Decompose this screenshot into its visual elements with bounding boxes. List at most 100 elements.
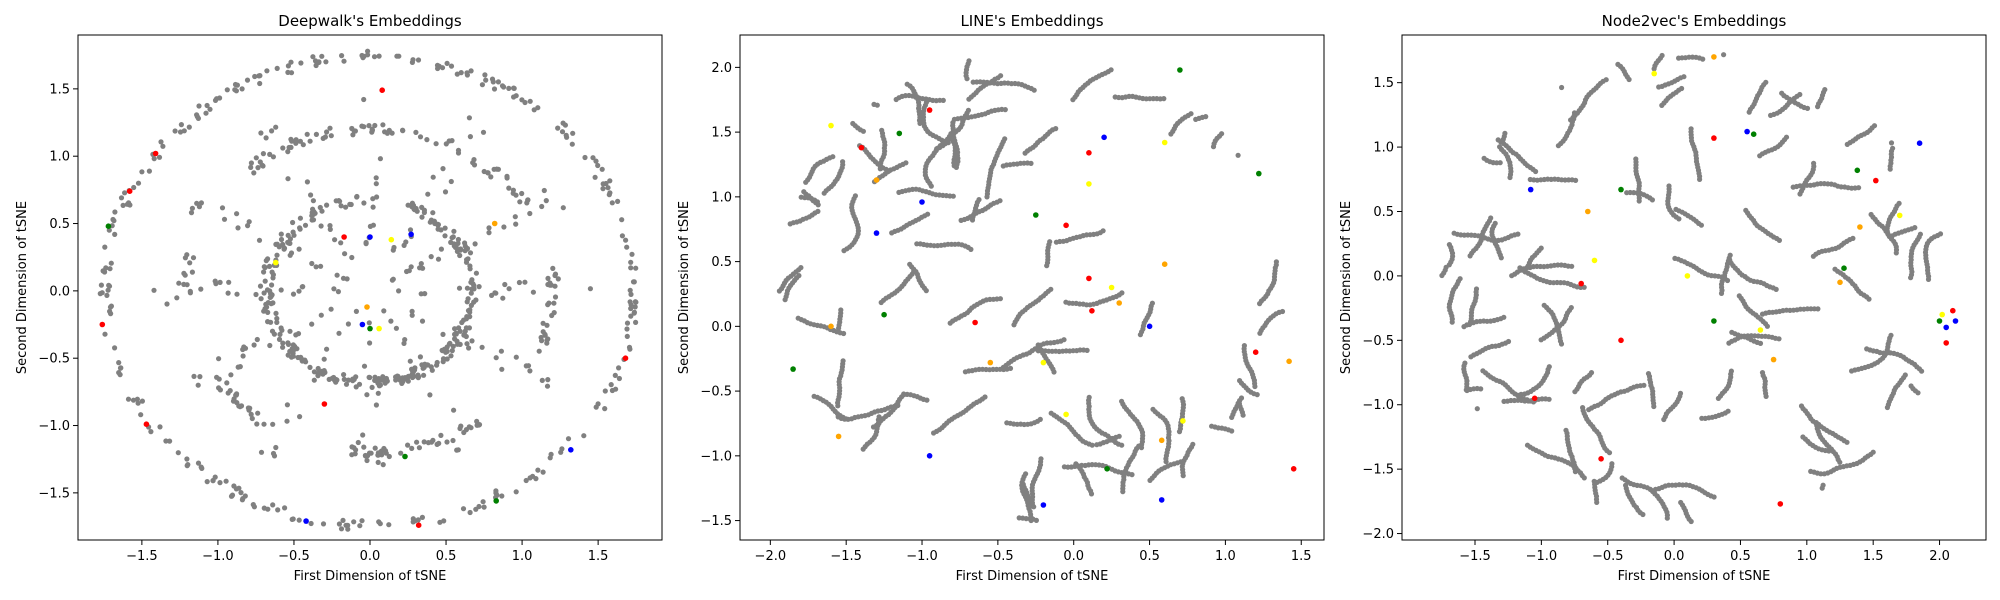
data-point [359,123,365,129]
data-point [870,424,877,430]
highlight-point [1651,70,1657,77]
highlight-point [1089,308,1095,314]
data-point [409,59,415,65]
data-point [285,240,291,246]
data-point [1664,515,1670,521]
data-point [244,77,251,83]
highlight-point [828,122,834,129]
data-point [1061,464,1067,470]
highlight-point [1161,139,1168,146]
data-point [631,310,637,316]
data-point [298,354,304,360]
data-point [278,231,284,237]
data-point [1870,449,1876,455]
highlight-point [1101,134,1107,141]
data-point [236,485,242,491]
data-point [324,346,330,352]
data-point [311,369,317,375]
data-point [476,422,482,428]
data-point [217,387,223,393]
data-point [542,332,548,338]
data-point [1640,511,1646,518]
data-point [433,141,439,147]
data-point [102,331,108,337]
highlight-point [99,321,106,328]
data-point [547,280,553,286]
data-point [300,284,306,290]
data-point [1586,407,1592,413]
data-point [158,139,164,145]
data-point [125,396,132,402]
data-point [1832,266,1838,272]
highlight-point [272,259,279,266]
data-point [452,336,458,342]
data-point [112,345,118,351]
data-point [471,299,477,305]
y-tick-label: 0.0 [49,284,70,299]
highlight-point [1711,318,1717,324]
data-point [397,377,403,383]
highlight-point [105,223,112,229]
data-point [903,160,909,166]
scatter-panel-1: −1.5 −1.0 −0.5 0.0 0.5 1.0 1.5 −1.5 −1.0 −0.5 0.0 0… [15,12,663,584]
data-point [377,156,383,162]
data-point [108,260,114,266]
data-point [535,105,541,111]
data-point [587,286,594,292]
data-point [1061,337,1067,343]
data-point [273,310,279,316]
data-point [261,269,267,275]
data-point [369,384,375,390]
plot-frame [1401,34,1987,541]
data-point [1783,134,1790,140]
data-point [270,421,276,427]
data-point [1028,160,1034,166]
data-point [270,502,276,508]
data-point [1524,442,1531,448]
data-point [623,237,629,243]
data-point [275,507,281,513]
data-point [436,440,442,446]
data-point [350,378,356,384]
data-point [156,154,163,160]
data-point [527,98,533,104]
highlight-point [1040,359,1047,366]
data-point [368,450,374,456]
data-point [135,180,142,186]
data-point [300,142,306,148]
data-point [455,447,461,453]
data-point [288,144,294,150]
data-point [296,517,302,523]
data-point [464,285,470,291]
data-point [435,256,442,262]
data-point [248,164,254,170]
data-point [309,213,315,219]
data-point [1501,314,1507,320]
points-layer [97,48,639,532]
data-point [480,129,487,135]
data-point [389,130,395,136]
data-point [1086,394,1092,400]
y-axis-label: Second Dimension of tSNE [1339,201,1354,374]
highlight-point [1161,261,1168,268]
data-point [353,374,359,380]
chart-title: LINE's Embeddings [960,12,1103,30]
highlight-point [1086,275,1092,282]
data-point [1515,231,1521,237]
data-point [976,197,982,203]
data-point [274,252,280,258]
data-point [626,344,633,350]
data-point [1507,174,1513,181]
highlight-point [1952,318,1959,324]
y-tick-label: 2.0 [711,61,732,76]
data-point [1498,255,1504,261]
data-point [488,174,494,180]
data-point [616,365,622,371]
data-point [284,418,290,424]
data-point [260,163,266,169]
data-point [374,194,380,200]
data-point [160,143,166,149]
data-point [340,275,347,281]
data-point [242,493,248,499]
data-point [1033,517,1039,524]
